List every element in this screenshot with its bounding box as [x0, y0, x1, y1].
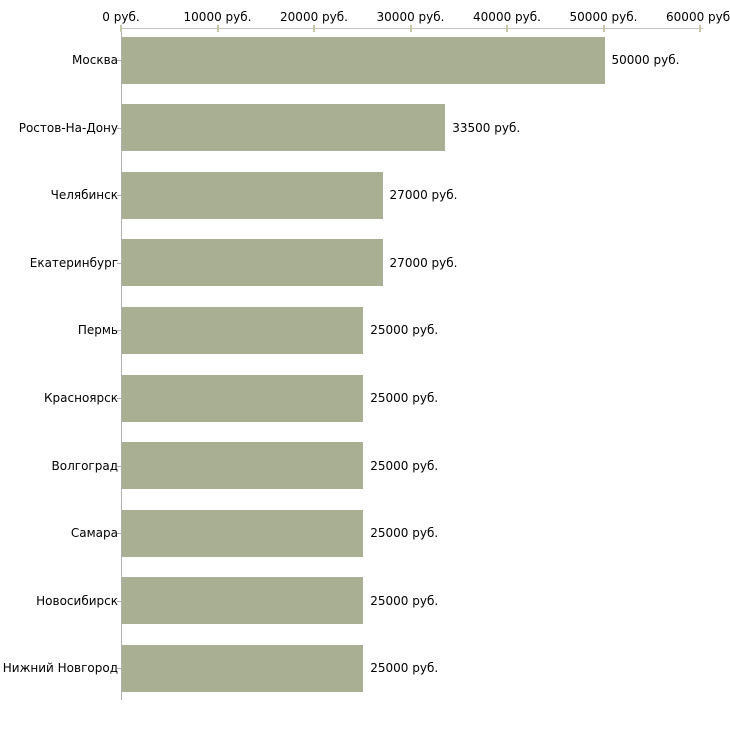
value-label: 25000 руб. — [370, 458, 439, 473]
category-label: Екатеринбург — [29, 255, 118, 270]
category-label: Нижний Новгород — [2, 661, 118, 676]
x-tick-label: 20000 руб. — [280, 10, 348, 24]
x-tick-mark — [216, 25, 219, 32]
x-tick-label: 30000 руб. — [376, 10, 445, 24]
bar — [122, 306, 364, 354]
x-tick-mark — [602, 25, 605, 32]
y-axis-line — [121, 28, 122, 700]
value-label: 50000 руб. — [611, 53, 680, 67]
value-label: 27000 руб. — [389, 255, 458, 270]
x-tick-label: 60000 руб. — [666, 10, 730, 24]
x-tick-mark — [506, 25, 508, 32]
category-label: Ростов-На-Дону — [18, 120, 118, 135]
category-tick — [117, 600, 122, 602]
category-tick — [117, 195, 122, 197]
category-tick — [117, 60, 122, 61]
category-tick — [117, 330, 122, 332]
x-tick-label: 10000 руб. — [183, 10, 252, 24]
value-label: 33500 руб. — [452, 120, 521, 135]
category-label: Самара — [70, 526, 118, 541]
category-label: Новосибирск — [36, 593, 118, 608]
category-tick — [117, 668, 122, 670]
bar — [122, 239, 383, 287]
bar — [122, 442, 364, 490]
x-tick-label: 40000 руб. — [473, 10, 541, 24]
category-tick — [117, 465, 122, 467]
bar — [122, 104, 446, 152]
category-label: Пермь — [77, 323, 118, 338]
bar — [122, 509, 364, 557]
x-tick-mark — [699, 25, 701, 32]
value-label: 27000 руб. — [389, 188, 458, 203]
x-tick-label: 0 руб. — [102, 10, 140, 24]
x-axis-line — [121, 28, 703, 29]
x-tick-mark — [409, 25, 412, 32]
value-label: 25000 руб. — [370, 593, 439, 608]
x-tick-mark — [120, 25, 122, 32]
bar — [122, 171, 383, 219]
value-label: 25000 руб. — [370, 391, 439, 405]
bar — [122, 577, 364, 625]
category-label: Волгоград — [51, 458, 118, 473]
bar — [122, 644, 364, 692]
category-label: Красноярск — [44, 391, 118, 405]
category-tick — [117, 533, 122, 535]
category-tick — [117, 127, 122, 129]
bar — [122, 36, 605, 84]
category-tick — [117, 262, 122, 264]
category-tick — [117, 398, 122, 399]
value-label: 25000 руб. — [370, 661, 439, 676]
value-label: 25000 руб. — [370, 323, 439, 338]
x-tick-mark — [313, 25, 315, 32]
x-tick-label: 50000 руб. — [569, 10, 638, 24]
bar — [122, 374, 364, 422]
value-label: 25000 руб. — [370, 526, 439, 541]
category-label: Челябинск — [50, 188, 118, 203]
category-label: Москва — [72, 53, 118, 67]
